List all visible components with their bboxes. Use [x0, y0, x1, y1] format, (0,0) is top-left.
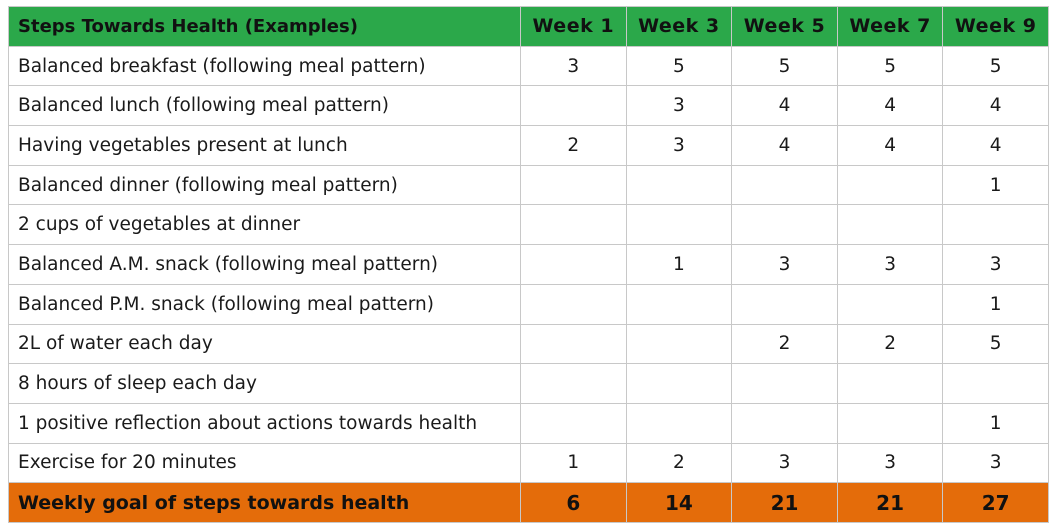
- row-value-cell: 1: [942, 283, 1049, 325]
- table-body: Balanced breakfast (following meal patte…: [8, 45, 1049, 484]
- table-header: Steps Towards Health (Examples) Week 1 W…: [8, 6, 1049, 47]
- table-row: Balanced lunch (following meal pattern) 3…: [8, 85, 1049, 127]
- row-value-cell: 3: [836, 442, 944, 484]
- row-value-cell: 5: [625, 45, 733, 87]
- row-value-cell: [625, 164, 733, 206]
- header-week-1: Week 1: [520, 6, 627, 47]
- table-row: Balanced dinner (following meal pattern)…: [8, 164, 1049, 206]
- row-value-cell: [942, 363, 1049, 404]
- table-row: 2 cups of vegetables at dinner: [8, 204, 1049, 246]
- table-row: 2L of water each day 2 2 5: [8, 323, 1049, 365]
- header-row: Steps Towards Health (Examples) Week 1 W…: [8, 6, 1049, 47]
- table-row: 8 hours of sleep each day: [8, 363, 1049, 404]
- row-value-cell: [520, 85, 627, 127]
- row-value-cell: [836, 363, 944, 404]
- row-value-cell: 1: [942, 164, 1049, 206]
- row-value-cell: 3: [942, 244, 1049, 285]
- header-title: Steps Towards Health (Examples): [8, 6, 521, 47]
- steps-towards-health-table: Steps Towards Health (Examples) Week 1 W…: [8, 6, 1049, 523]
- row-label: 1 positive reflection about actions towa…: [8, 402, 521, 444]
- header-week-5: Week 5: [731, 6, 838, 47]
- row-value-cell: 3: [731, 442, 838, 484]
- row-label: Having vegetables present at lunch: [8, 125, 521, 166]
- footer-value-week-5: 21: [731, 482, 838, 523]
- row-label: 8 hours of sleep each day: [8, 363, 521, 404]
- row-value-cell: [520, 323, 627, 365]
- footer-value-week-1: 6: [520, 482, 627, 523]
- row-value-cell: 3: [942, 442, 1049, 484]
- row-label: 2L of water each day: [8, 323, 521, 365]
- row-label: Balanced dinner (following meal pattern): [8, 164, 521, 206]
- row-value-cell: 3: [836, 244, 944, 285]
- table-row: Having vegetables present at lunch 2 3 4 4 4: [8, 125, 1049, 166]
- row-value-cell: [731, 283, 838, 325]
- footer-value-week-3: 14: [625, 482, 733, 523]
- row-value-cell: [836, 283, 944, 325]
- row-value-cell: 2: [625, 442, 733, 484]
- row-value-cell: 2: [836, 323, 944, 365]
- row-value-cell: 3: [731, 244, 838, 285]
- row-label: Exercise for 20 minutes: [8, 442, 521, 484]
- row-value-cell: 3: [625, 85, 733, 127]
- row-label: Balanced lunch (following meal pattern): [8, 85, 521, 127]
- footer-value-week-9: 27: [942, 482, 1049, 523]
- row-value-cell: [520, 164, 627, 206]
- row-value-cell: [731, 164, 838, 206]
- row-label: Balanced P.M. snack (following meal patt…: [8, 283, 521, 325]
- row-value-cell: 1: [520, 442, 627, 484]
- footer-row: Weekly goal of steps towards health 6 14…: [8, 482, 1049, 523]
- row-value-cell: 4: [731, 125, 838, 166]
- row-value-cell: 5: [731, 45, 838, 87]
- row-value-cell: 5: [942, 323, 1049, 365]
- row-value-cell: [625, 283, 733, 325]
- header-week-9: Week 9: [942, 6, 1049, 47]
- row-value-cell: [836, 402, 944, 444]
- row-value-cell: [731, 204, 838, 246]
- row-value-cell: 4: [942, 125, 1049, 166]
- row-value-cell: [625, 402, 733, 444]
- row-value-cell: 5: [836, 45, 944, 87]
- row-value-cell: [520, 363, 627, 404]
- row-value-cell: [731, 363, 838, 404]
- table-row: Exercise for 20 minutes 1 2 3 3 3: [8, 442, 1049, 484]
- row-value-cell: [625, 363, 733, 404]
- row-value-cell: 4: [836, 85, 944, 127]
- row-label: Balanced breakfast (following meal patte…: [8, 45, 521, 87]
- row-value-cell: [520, 402, 627, 444]
- row-value-cell: 3: [625, 125, 733, 166]
- row-value-cell: [942, 204, 1049, 246]
- table-footer: Weekly goal of steps towards health 6 14…: [8, 482, 1049, 523]
- table-row: 1 positive reflection about actions towa…: [8, 402, 1049, 444]
- row-value-cell: 5: [942, 45, 1049, 87]
- row-value-cell: [520, 244, 627, 285]
- table-row: Balanced breakfast (following meal patte…: [8, 45, 1049, 87]
- row-label: Balanced A.M. snack (following meal patt…: [8, 244, 521, 285]
- row-value-cell: [520, 204, 627, 246]
- footer-label: Weekly goal of steps towards health: [8, 482, 521, 523]
- row-value-cell: 4: [731, 85, 838, 127]
- row-value-cell: 3: [520, 45, 627, 87]
- row-value-cell: [836, 204, 944, 246]
- header-week-3: Week 3: [625, 6, 733, 47]
- row-value-cell: 2: [731, 323, 838, 365]
- row-value-cell: [836, 164, 944, 206]
- row-value-cell: 1: [942, 402, 1049, 444]
- row-value-cell: 4: [836, 125, 944, 166]
- header-week-7: Week 7: [836, 6, 944, 47]
- row-value-cell: 2: [520, 125, 627, 166]
- table-row: Balanced A.M. snack (following meal patt…: [8, 244, 1049, 285]
- row-value-cell: [520, 283, 627, 325]
- row-value-cell: [625, 204, 733, 246]
- row-label: 2 cups of vegetables at dinner: [8, 204, 521, 246]
- row-value-cell: [625, 323, 733, 365]
- table-row: Balanced P.M. snack (following meal patt…: [8, 283, 1049, 325]
- row-value-cell: 1: [625, 244, 733, 285]
- row-value-cell: 4: [942, 85, 1049, 127]
- row-value-cell: [731, 402, 838, 444]
- footer-value-week-7: 21: [836, 482, 944, 523]
